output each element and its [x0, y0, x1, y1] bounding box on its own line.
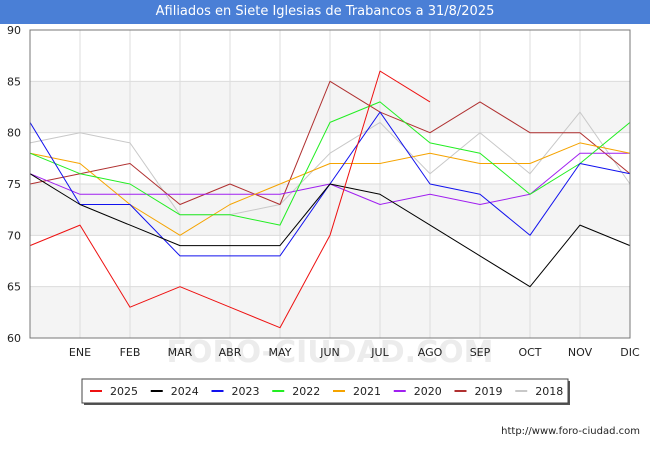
y-tick-label: 60: [7, 332, 21, 345]
series-line-2025: [29, 70, 431, 329]
y-tick-label: 80: [7, 127, 21, 140]
legend-label-2018: 2018: [535, 385, 563, 398]
watermark-text: FORO-CIUDAD.COM: [167, 335, 494, 370]
series-line-2024: [29, 173, 631, 288]
series-line-2019: [29, 80, 631, 205]
legend-label-2021: 2021: [353, 385, 381, 398]
y-tick-label: 90: [7, 24, 21, 37]
plot-border: [29, 29, 631, 339]
x-tick-label: FEB: [120, 346, 141, 359]
x-tick-label: ENE: [69, 346, 91, 359]
x-tick-label: ABR: [219, 346, 242, 359]
x-tick-label: AGO: [418, 346, 443, 359]
legend-box: [81, 378, 569, 404]
x-tick-label: OCT: [518, 346, 541, 359]
legend-label-2022: 2022: [292, 385, 320, 398]
chart-title: Afiliados en Siete Iglesias de Trabancos…: [0, 0, 650, 24]
legend-label-2020: 2020: [414, 385, 442, 398]
legend-label-2019: 2019: [475, 385, 503, 398]
series-line-2022: [29, 101, 631, 226]
y-tick-label: 65: [7, 281, 21, 294]
y-tick-label: 75: [7, 178, 21, 191]
legend-label-2024: 2024: [171, 385, 199, 398]
x-tick-label: DIC: [620, 346, 640, 359]
x-tick-label: MAR: [168, 346, 193, 359]
x-tick-label: MAY: [269, 346, 292, 359]
x-tick-label: JUL: [370, 346, 389, 359]
series-line-2018: [29, 111, 631, 216]
x-tick-label: SEP: [470, 346, 491, 359]
x-tick-label: NOV: [568, 346, 593, 359]
y-tick-label: 70: [7, 229, 21, 242]
legend-label-2025: 2025: [110, 385, 138, 398]
x-tick-label: JUN: [319, 346, 340, 359]
legend-label-2023: 2023: [232, 385, 260, 398]
y-tick-label: 85: [7, 75, 21, 88]
source-url: http://www.foro-ciudad.com: [501, 426, 640, 437]
